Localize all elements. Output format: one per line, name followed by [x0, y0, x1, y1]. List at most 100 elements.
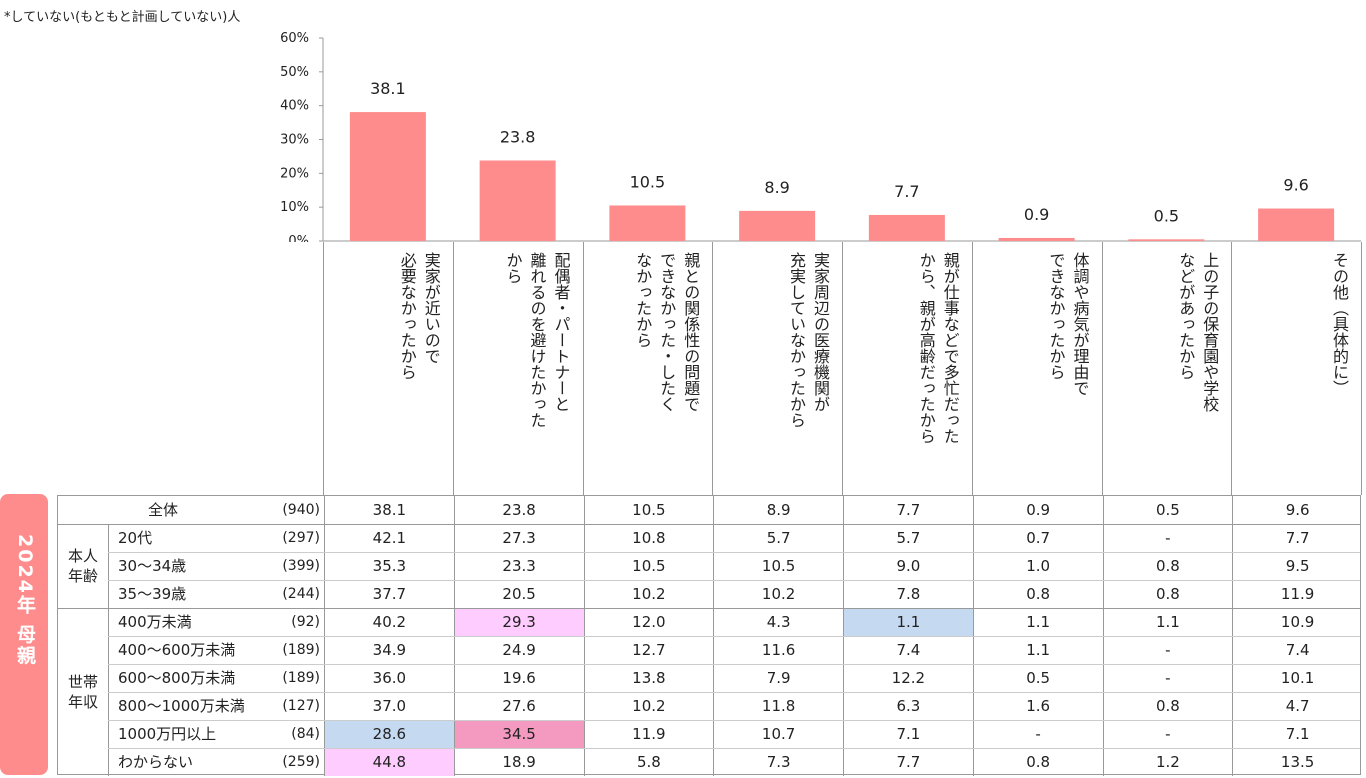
bar-value-label: 8.9 [764, 178, 789, 197]
table-row: 800～1000万未満 (127) 37.0 27.6 10.2 11.8 6.3 1.6 0.… [58, 692, 1360, 720]
table-cell: 7.4 [896, 641, 921, 659]
y-tick-label: 20% [280, 166, 309, 181]
bar-value-label: 7.7 [894, 182, 919, 201]
table-cell: 1.6 [1026, 697, 1051, 715]
table-cell: - [1165, 641, 1171, 659]
category-cell: 実家周辺の医療機関が 充実していなかったから [712, 242, 842, 495]
bar [1128, 239, 1205, 241]
category-label: 配偶者・パートナーと 離れるのを避けたかった から [503, 252, 571, 428]
bar-value-label: 23.8 [500, 127, 536, 146]
table-cell: - [1165, 725, 1171, 743]
table-cell: 38.1 [372, 501, 407, 519]
table-cell: 24.9 [502, 641, 536, 659]
bar-value-label: 0.9 [1024, 205, 1049, 224]
y-tick-label: 30% [280, 133, 309, 148]
table-cell: 13.8 [632, 669, 666, 687]
table-cell: 10.5 [632, 557, 666, 575]
table-cell: 34.9 [372, 641, 407, 659]
bar-value-label: 0.5 [1154, 206, 1179, 225]
category-cell: 上の子の保育園や学校 などがあったから [1101, 242, 1232, 495]
table-cell: 1.1 [1026, 641, 1051, 659]
group-label: 本人 年齢 [67, 547, 98, 585]
category-cell: 配偶者・パートナーと 離れるのを避けたかった から [452, 242, 583, 495]
category-label: その他（具体的に） [1330, 252, 1349, 396]
row-sample-size: (189) [282, 642, 320, 658]
table-cell: 10.2 [632, 697, 666, 715]
y-tick-label: 60% [280, 31, 309, 46]
table-row: 400万未満 (92) 40.2 29.3 12.0 4.3 1.1 1.1 1.1 10.9 [58, 608, 1360, 636]
table-cell: 7.1 [1285, 725, 1310, 743]
table-cell: 19.6 [502, 669, 536, 687]
row-hline [108, 664, 1360, 665]
table-cell: 11.6 [761, 641, 796, 659]
table-cell: 18.9 [502, 753, 536, 771]
table-cell: 12.0 [632, 613, 666, 631]
table-cell: 10.5 [761, 557, 796, 575]
table-cell: 10.2 [632, 585, 666, 603]
bar [479, 160, 556, 241]
table-cell: 7.3 [766, 753, 791, 771]
bar [609, 205, 686, 241]
category-label: 上の子の保育園や学校 などがあったから [1176, 252, 1220, 412]
table-row: 400～600万未満 (189) 34.9 24.9 12.7 11.6 7.4 1.1 - 7.… [58, 636, 1360, 664]
row-sample-size: (940) [282, 502, 320, 518]
table-cell: 0.8 [1026, 585, 1051, 603]
table-cell: 9.5 [1285, 557, 1310, 575]
table-row: わからない (259) 44.8 18.9 5.8 7.3 7.7 0.8 1.2 13.5 [58, 748, 1360, 776]
row-label: 400～600万未満 [118, 641, 236, 659]
table-cell: 35.3 [372, 557, 407, 575]
table-row: 35～39歳 (244) 37.7 20.5 10.2 10.2 7.8 0.8 0.8 11.9 [58, 580, 1360, 608]
table-cell: 10.8 [632, 529, 666, 547]
table-cell: 13.5 [1280, 753, 1315, 771]
group-hline [58, 524, 1360, 525]
table-cell: 8.9 [766, 501, 791, 519]
row-label: わからない [118, 753, 194, 771]
category-header-row: 実家が近いので 必要なかったから 配偶者・パートナーと 離れるのを避けたかった か… [323, 242, 1362, 495]
bar [349, 112, 426, 241]
table-cell: 1.0 [1026, 557, 1051, 575]
table-cell: 11.8 [761, 697, 796, 715]
y-tick-label: 50% [280, 65, 309, 80]
bar [1258, 208, 1335, 241]
table-cell: 37.0 [372, 697, 407, 715]
table-cell: 7.7 [896, 753, 921, 771]
chart-note: *していない(もともと計画していない)人 [4, 10, 241, 25]
row-sample-size: (189) [282, 670, 320, 686]
row-label: 全体 [147, 501, 178, 519]
row-label: 35～39歳 [118, 585, 187, 603]
y-tick-label: 10% [280, 200, 309, 215]
table-cell: 42.1 [372, 529, 407, 547]
row-hline [108, 720, 1360, 721]
data-table: 全体 (940) 38.1 23.8 10.5 8.9 7.7 0.9 0.5 9.6 20代 (29… [57, 495, 1361, 776]
table-cell: 9.6 [1285, 501, 1310, 519]
table-cell: 7.4 [1285, 641, 1310, 659]
category-cell: 親が仕事などで多忙だった から、親が高齢だったから [842, 242, 972, 495]
table-cell: 0.5 [1026, 669, 1051, 687]
row-sample-size: (399) [282, 558, 320, 574]
row-label: 1000万円以上 [118, 725, 217, 743]
table-cell: 5.8 [636, 753, 661, 771]
side-label: 2024年 母親 [14, 534, 36, 667]
row-label: 30～34歳 [118, 557, 187, 575]
row-sample-size: (259) [282, 754, 320, 770]
table-cell: 11.9 [1280, 585, 1315, 603]
table-cell: 10.9 [1280, 613, 1315, 631]
table-cell: 7.7 [1285, 529, 1310, 547]
table-cell: - [1035, 725, 1041, 743]
table-cell: 0.5 [1155, 501, 1180, 519]
table-cell: 0.8 [1155, 585, 1180, 603]
table-cell: 28.6 [325, 720, 454, 748]
table-cell: 27.6 [502, 697, 536, 715]
y-tick-label: 40% [280, 99, 309, 114]
bar-value-label: 38.1 [370, 79, 406, 98]
table-cell: 4.3 [766, 613, 791, 631]
row-label: 20代 [118, 529, 153, 547]
table-cell: 0.8 [1155, 697, 1180, 715]
table-cell: 10.1 [1280, 669, 1315, 687]
group-vline [108, 524, 109, 776]
group-hline [58, 608, 1360, 609]
table-row: 20代 (297) 42.1 27.3 10.8 5.7 5.7 0.7 - 7.7 [58, 524, 1360, 552]
table-cell: 6.3 [896, 697, 921, 715]
table-cell: 4.7 [1285, 697, 1310, 715]
category-cell: その他（具体的に） [1231, 242, 1361, 495]
